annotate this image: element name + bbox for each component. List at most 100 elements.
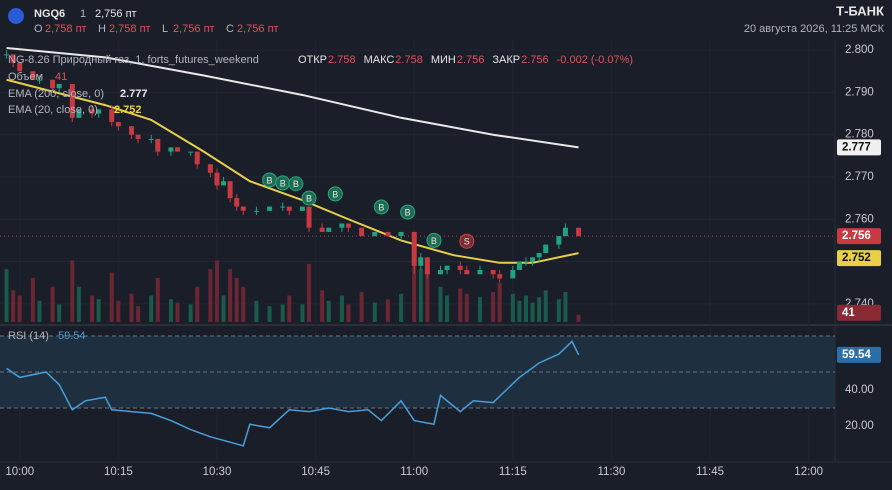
- ohlc-key: C: [226, 23, 234, 35]
- volume-bar: [523, 295, 528, 322]
- ticker-icon: [8, 8, 24, 24]
- volume-bar: [214, 260, 219, 322]
- volume-bar: [76, 286, 81, 322]
- signal-marker: [426, 232, 442, 248]
- candle-body: [438, 269, 444, 275]
- candle-body: [109, 109, 115, 123]
- stat-key: ЗАКР: [492, 54, 520, 66]
- volume-bar: [530, 302, 535, 322]
- volume-bar: [241, 286, 246, 322]
- signal-label: S: [464, 237, 470, 247]
- candle-body: [424, 257, 430, 275]
- volume-last: 41: [55, 71, 67, 83]
- stat-key: МИН: [431, 54, 456, 66]
- ema-last: 2.777: [120, 88, 148, 100]
- volume-bar: [326, 300, 331, 322]
- volume-bar: [320, 290, 325, 322]
- candle-body: [339, 223, 345, 228]
- candle-body: [411, 231, 417, 266]
- volume-bar: [155, 277, 160, 322]
- volume-bar: [346, 304, 351, 322]
- volume-bar: [339, 295, 344, 322]
- y-tick-label: 2.780: [845, 129, 874, 141]
- ohlc-value: 2,756 пт: [237, 23, 279, 35]
- volume-bar: [445, 295, 450, 322]
- candle-body: [188, 151, 194, 153]
- rsi-last: 59.54: [58, 330, 86, 342]
- signal-marker: [459, 233, 475, 249]
- volume-bar: [37, 300, 42, 322]
- candle-body: [530, 257, 536, 262]
- ema-line: [6, 47, 579, 149]
- x-tick-label: 12:00: [794, 466, 823, 478]
- candle-body: [299, 206, 305, 211]
- candle-body: [306, 206, 312, 228]
- stat-value: 2.756: [457, 54, 485, 66]
- signal-label: B: [280, 178, 286, 188]
- ohlc-key: O: [34, 23, 43, 35]
- candle-body: [464, 269, 470, 275]
- datetime: 20 августа 2026, 11:25 МСК: [744, 23, 885, 35]
- candle-body: [168, 147, 174, 152]
- volume-bar: [556, 299, 561, 322]
- volume-bar: [477, 297, 482, 322]
- stat-value: 2.758: [395, 54, 423, 66]
- candle-body: [523, 261, 529, 263]
- volume-bar: [195, 286, 200, 322]
- stat-value: 2.758: [328, 54, 356, 66]
- volume-bar: [116, 300, 121, 322]
- x-tick-label: 11:15: [499, 466, 527, 478]
- chart-title: NG-8.26 Природный газ, 1, forts_futures_…: [8, 54, 259, 66]
- candle-body: [543, 244, 549, 254]
- candle-body: [234, 198, 240, 207]
- signal-label: B: [306, 193, 312, 203]
- volume-bar: [300, 304, 305, 322]
- signal-marker: [400, 204, 416, 220]
- ema-name: EMA (200, close, 0): [8, 88, 104, 100]
- candle-body: [10, 54, 16, 63]
- candle-body: [221, 181, 227, 186]
- ohlc-row: O 2,758 пт H 2,758 пт L 2,756 пт C 2,756 пт: [34, 23, 279, 35]
- signal-marker: [301, 190, 317, 206]
- candle-body: [418, 257, 424, 266]
- candle-body: [128, 126, 134, 135]
- volume-bar: [30, 277, 35, 322]
- candle-body: [326, 227, 332, 232]
- rsi-line: [6, 340, 580, 447]
- volume-bar: [50, 286, 55, 322]
- candle-body: [175, 147, 181, 152]
- candle-body: [50, 79, 56, 89]
- change: -0.002 (-0.07%): [557, 54, 633, 66]
- signal-label: B: [293, 179, 299, 189]
- volume-bar: [136, 306, 141, 322]
- volume-bar: [458, 288, 463, 322]
- signal-label: B: [405, 207, 411, 217]
- candle-body: [372, 231, 378, 237]
- volume-bar: [510, 293, 515, 322]
- signal-label: B: [378, 202, 384, 212]
- volume-bar: [563, 292, 568, 322]
- candle-body: [398, 231, 404, 237]
- axis-value-label: 2.777: [842, 141, 871, 153]
- candle-body: [240, 206, 246, 211]
- candle-body: [194, 151, 200, 165]
- volume-bar: [254, 300, 259, 322]
- ohlc-value: 2,756 пт: [173, 23, 215, 35]
- candle-body: [286, 206, 292, 211]
- candle-body: [155, 138, 161, 152]
- candle-body: [135, 134, 141, 139]
- volume-bar: [149, 295, 154, 322]
- ohlc-value: 2,758 пт: [109, 23, 151, 35]
- candle-body: [562, 227, 568, 237]
- signal-label: B: [332, 189, 338, 199]
- ema-line: [6, 78, 579, 264]
- y-tick-label: 2.790: [845, 86, 874, 98]
- x-tick-label: 10:45: [301, 466, 330, 478]
- volume-bar: [129, 293, 134, 322]
- ema-name: EMA (20, close, 0): [8, 104, 98, 116]
- candle-body: [385, 231, 391, 237]
- volume-bar: [175, 302, 180, 322]
- legend: NG-8.26 Природный газ, 1, forts_futures_…: [8, 54, 633, 342]
- candle-body: [30, 71, 36, 80]
